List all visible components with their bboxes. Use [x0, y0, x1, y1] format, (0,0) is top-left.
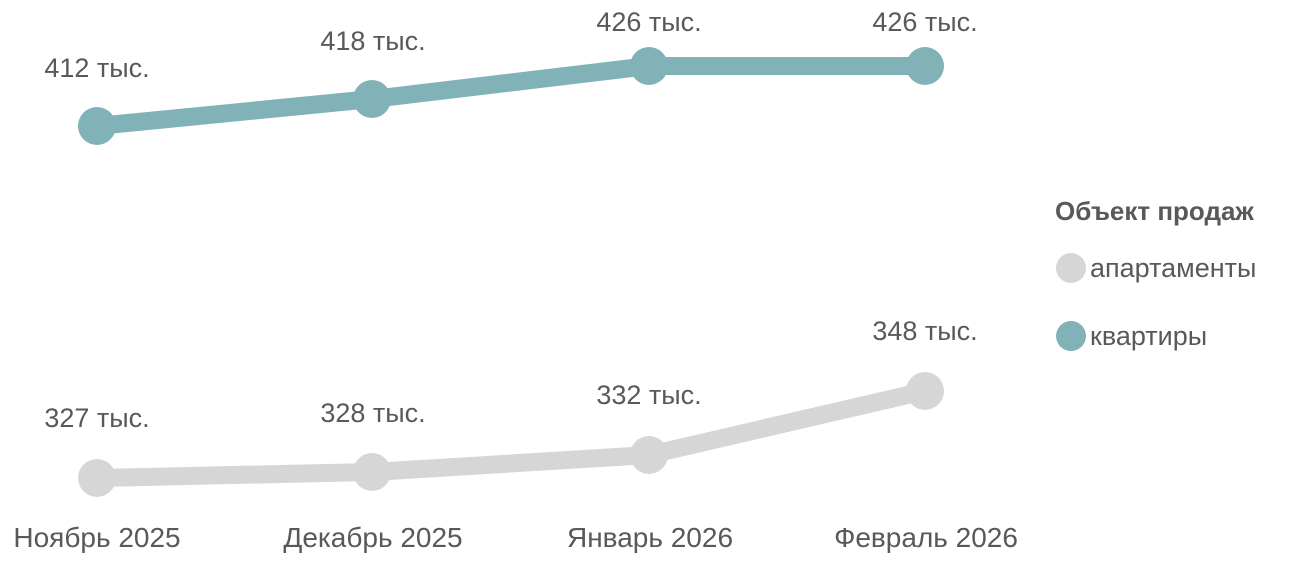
marker-kvartiry [353, 80, 391, 118]
data-label-apartamenty: 332 тыс. [596, 380, 702, 410]
data-label-kvartiry: 426 тыс. [596, 7, 702, 37]
series-line-kvartiry [96, 57, 925, 135]
data-label-kvartiry: 412 тыс. [44, 53, 150, 83]
legend-label: квартиры [1090, 320, 1208, 351]
legend-item-apartamenty[interactable]: апартаменты [1056, 253, 1256, 283]
data-label-kvartiry: 418 тыс. [320, 26, 426, 56]
data-label-kvartiry: 426 тыс. [872, 7, 978, 37]
marker-kvartiry [630, 47, 668, 85]
data-label-apartamenty: 348 тыс. [872, 316, 978, 346]
legend-label: апартаменты [1090, 252, 1257, 283]
x-axis-tick: Декабрь 2025 [283, 522, 463, 553]
legend-dot-icon [1056, 321, 1086, 351]
legend-title: Объект продаж [1055, 196, 1254, 226]
legend-item-kvartiry[interactable]: квартиры [1056, 321, 1207, 351]
marker-kvartiry [906, 47, 944, 85]
marker-apartamenty [353, 453, 391, 491]
series-line-apartamenty [96, 382, 928, 487]
marker-apartamenty [78, 459, 116, 497]
data-label-apartamenty: 328 тыс. [320, 398, 426, 428]
legend-dot-icon [1056, 253, 1086, 283]
x-axis-tick: Ноябрь 2025 [13, 522, 181, 553]
marker-kvartiry [78, 107, 116, 145]
data-label-apartamenty: 327 тыс. [44, 403, 150, 433]
x-axis-tick: Январь 2026 [566, 522, 734, 553]
x-axis-tick: Февраль 2026 [834, 522, 1018, 553]
marker-apartamenty [906, 372, 944, 410]
marker-apartamenty [630, 436, 668, 474]
